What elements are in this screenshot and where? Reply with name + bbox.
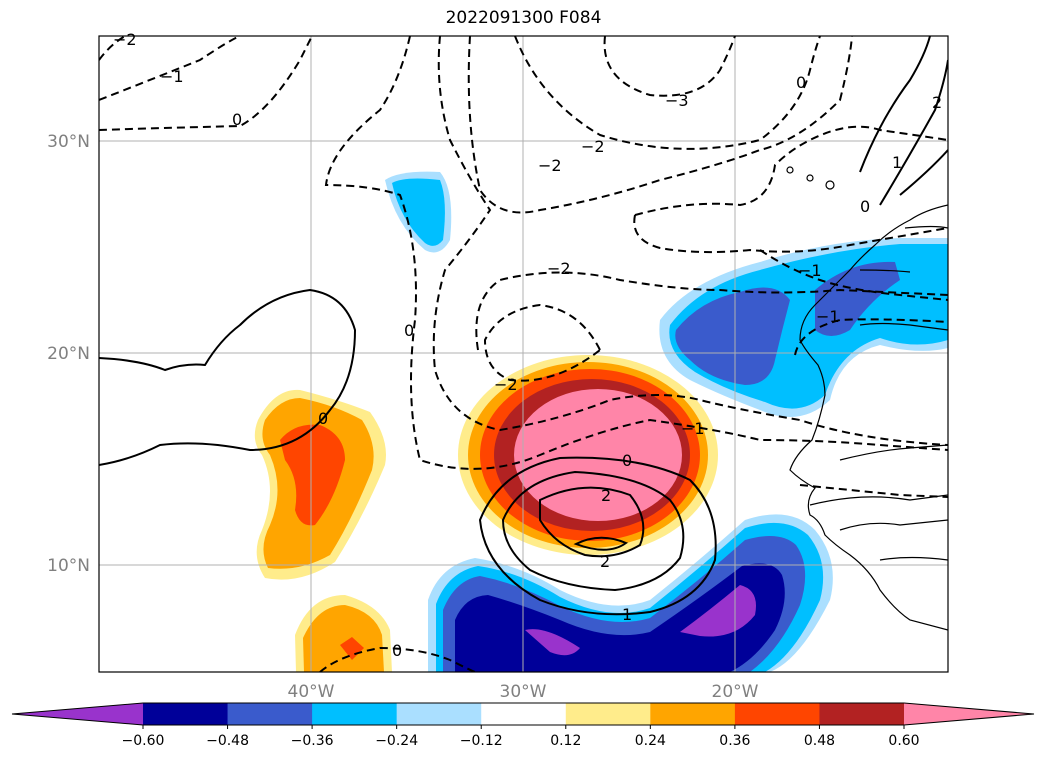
shade-south-mid bbox=[303, 605, 384, 672]
map-title: 2022091300 F084 bbox=[445, 8, 602, 28]
shade-south-inner bbox=[340, 637, 364, 660]
clabel-neg-h: −1 bbox=[681, 419, 705, 438]
colorbar-segment bbox=[312, 703, 398, 725]
colorbar-segment bbox=[565, 703, 651, 725]
colorbar-tick-label: −0.24 bbox=[375, 733, 418, 749]
lat-labels: 30°N 20°N 10°N bbox=[47, 132, 90, 576]
pos-contour-small bbox=[573, 536, 629, 551]
clabel-neg-e: −2 bbox=[538, 156, 562, 175]
colorbar-extend-high bbox=[904, 703, 1034, 725]
pos-contour-3 bbox=[539, 486, 645, 558]
clabel-neg-g: −2 bbox=[494, 375, 518, 394]
lon-label-30w: 30°W bbox=[500, 682, 547, 702]
shade-sband-purple1 bbox=[525, 629, 580, 656]
shade-east-inner bbox=[675, 287, 790, 385]
shaded-field bbox=[254, 171, 948, 672]
clabel-neg-j: −1 bbox=[816, 307, 840, 326]
clabel-pos-b: 2 bbox=[600, 552, 610, 571]
colorbar-tick-label: −0.36 bbox=[291, 733, 334, 749]
lat-label-30n: 30°N bbox=[47, 132, 90, 152]
colorbar-tick-label: 0.12 bbox=[550, 733, 581, 749]
colorbar-segment bbox=[481, 703, 567, 725]
pos-contour-ne2 bbox=[879, 59, 948, 206]
gridlines bbox=[99, 36, 948, 672]
contours bbox=[99, 36, 948, 672]
clabel-pos-c: 1 bbox=[622, 605, 632, 624]
clabel-zero-a: 0 bbox=[232, 110, 242, 129]
contour-labels: −2 −1 0 −3 −2 −2 0 −2 −2 0 −1 0 2 2 1 0 … bbox=[113, 30, 942, 660]
map-frame bbox=[98, 35, 949, 673]
colorbar-extend-low bbox=[12, 703, 143, 725]
clabel-zero-f: 0 bbox=[860, 197, 870, 216]
colorbar-tick-label: 0.60 bbox=[888, 733, 919, 749]
pos-contour-2 bbox=[501, 470, 685, 592]
colorbar-segment bbox=[734, 703, 820, 725]
colorbar-segment bbox=[819, 703, 905, 725]
clabel-zero-b: 0 bbox=[404, 321, 414, 340]
clabel-neg-b: −1 bbox=[160, 67, 184, 86]
colorbar-segment bbox=[650, 703, 736, 725]
lat-label-20n: 20°N bbox=[47, 344, 90, 364]
lat-label-10n: 10°N bbox=[47, 556, 90, 576]
clabel-zero-d: 0 bbox=[622, 451, 632, 470]
pos-contour-1 bbox=[478, 456, 717, 616]
shade-sband-purple2 bbox=[680, 585, 756, 637]
clabel-pos-d: 1 bbox=[892, 153, 902, 172]
clabel-zero-c: 0 bbox=[318, 409, 328, 428]
shade-west-inner bbox=[280, 424, 345, 526]
clabel-neg-a: −2 bbox=[113, 30, 137, 49]
shade-blob-nw-inner bbox=[392, 178, 445, 246]
pos-contour-ne3 bbox=[899, 149, 948, 196]
clabel-neg-f: −2 bbox=[547, 259, 571, 278]
colorbar-tick-label: −0.48 bbox=[206, 733, 249, 749]
lon-label-20w: 20°W bbox=[712, 682, 759, 702]
clabel-zero-g: 0 bbox=[796, 73, 806, 92]
shade-sband-dark bbox=[455, 563, 785, 672]
colorbar-tick-label: −0.60 bbox=[122, 733, 165, 749]
clabel-neg-c: −3 bbox=[665, 91, 689, 110]
clabel-neg-d: −2 bbox=[581, 137, 605, 156]
zero-contour-west bbox=[99, 288, 357, 466]
clabel-pos-e: 2 bbox=[932, 93, 942, 112]
pos-contour-ne bbox=[859, 36, 931, 173]
colorbar-tick-label: 0.48 bbox=[804, 733, 835, 749]
colorbar-tick-label: 0.24 bbox=[635, 733, 666, 749]
colorbar-segment bbox=[396, 703, 482, 725]
colorbar: −0.60 −0.48 −0.36 −0.24 −0.12 0.12 0.24 0.36 0.4… bbox=[11, 702, 1035, 749]
shade-east-inner2 bbox=[815, 261, 900, 336]
colorbar-tick-label: 0.36 bbox=[719, 733, 750, 749]
lon-labels: 40°W 30°W 20°W bbox=[288, 682, 759, 702]
coastline bbox=[786, 166, 948, 631]
lon-label-40w: 40°W bbox=[288, 682, 335, 702]
colorbar-segment bbox=[143, 703, 229, 725]
colorbar-segment bbox=[227, 703, 313, 725]
colorbar-tick-label: −0.12 bbox=[460, 733, 503, 749]
clabel-pos-a: 2 bbox=[601, 486, 611, 505]
clabel-neg-i: −1 bbox=[798, 261, 822, 280]
clabel-zero-e: 0 bbox=[392, 641, 402, 660]
